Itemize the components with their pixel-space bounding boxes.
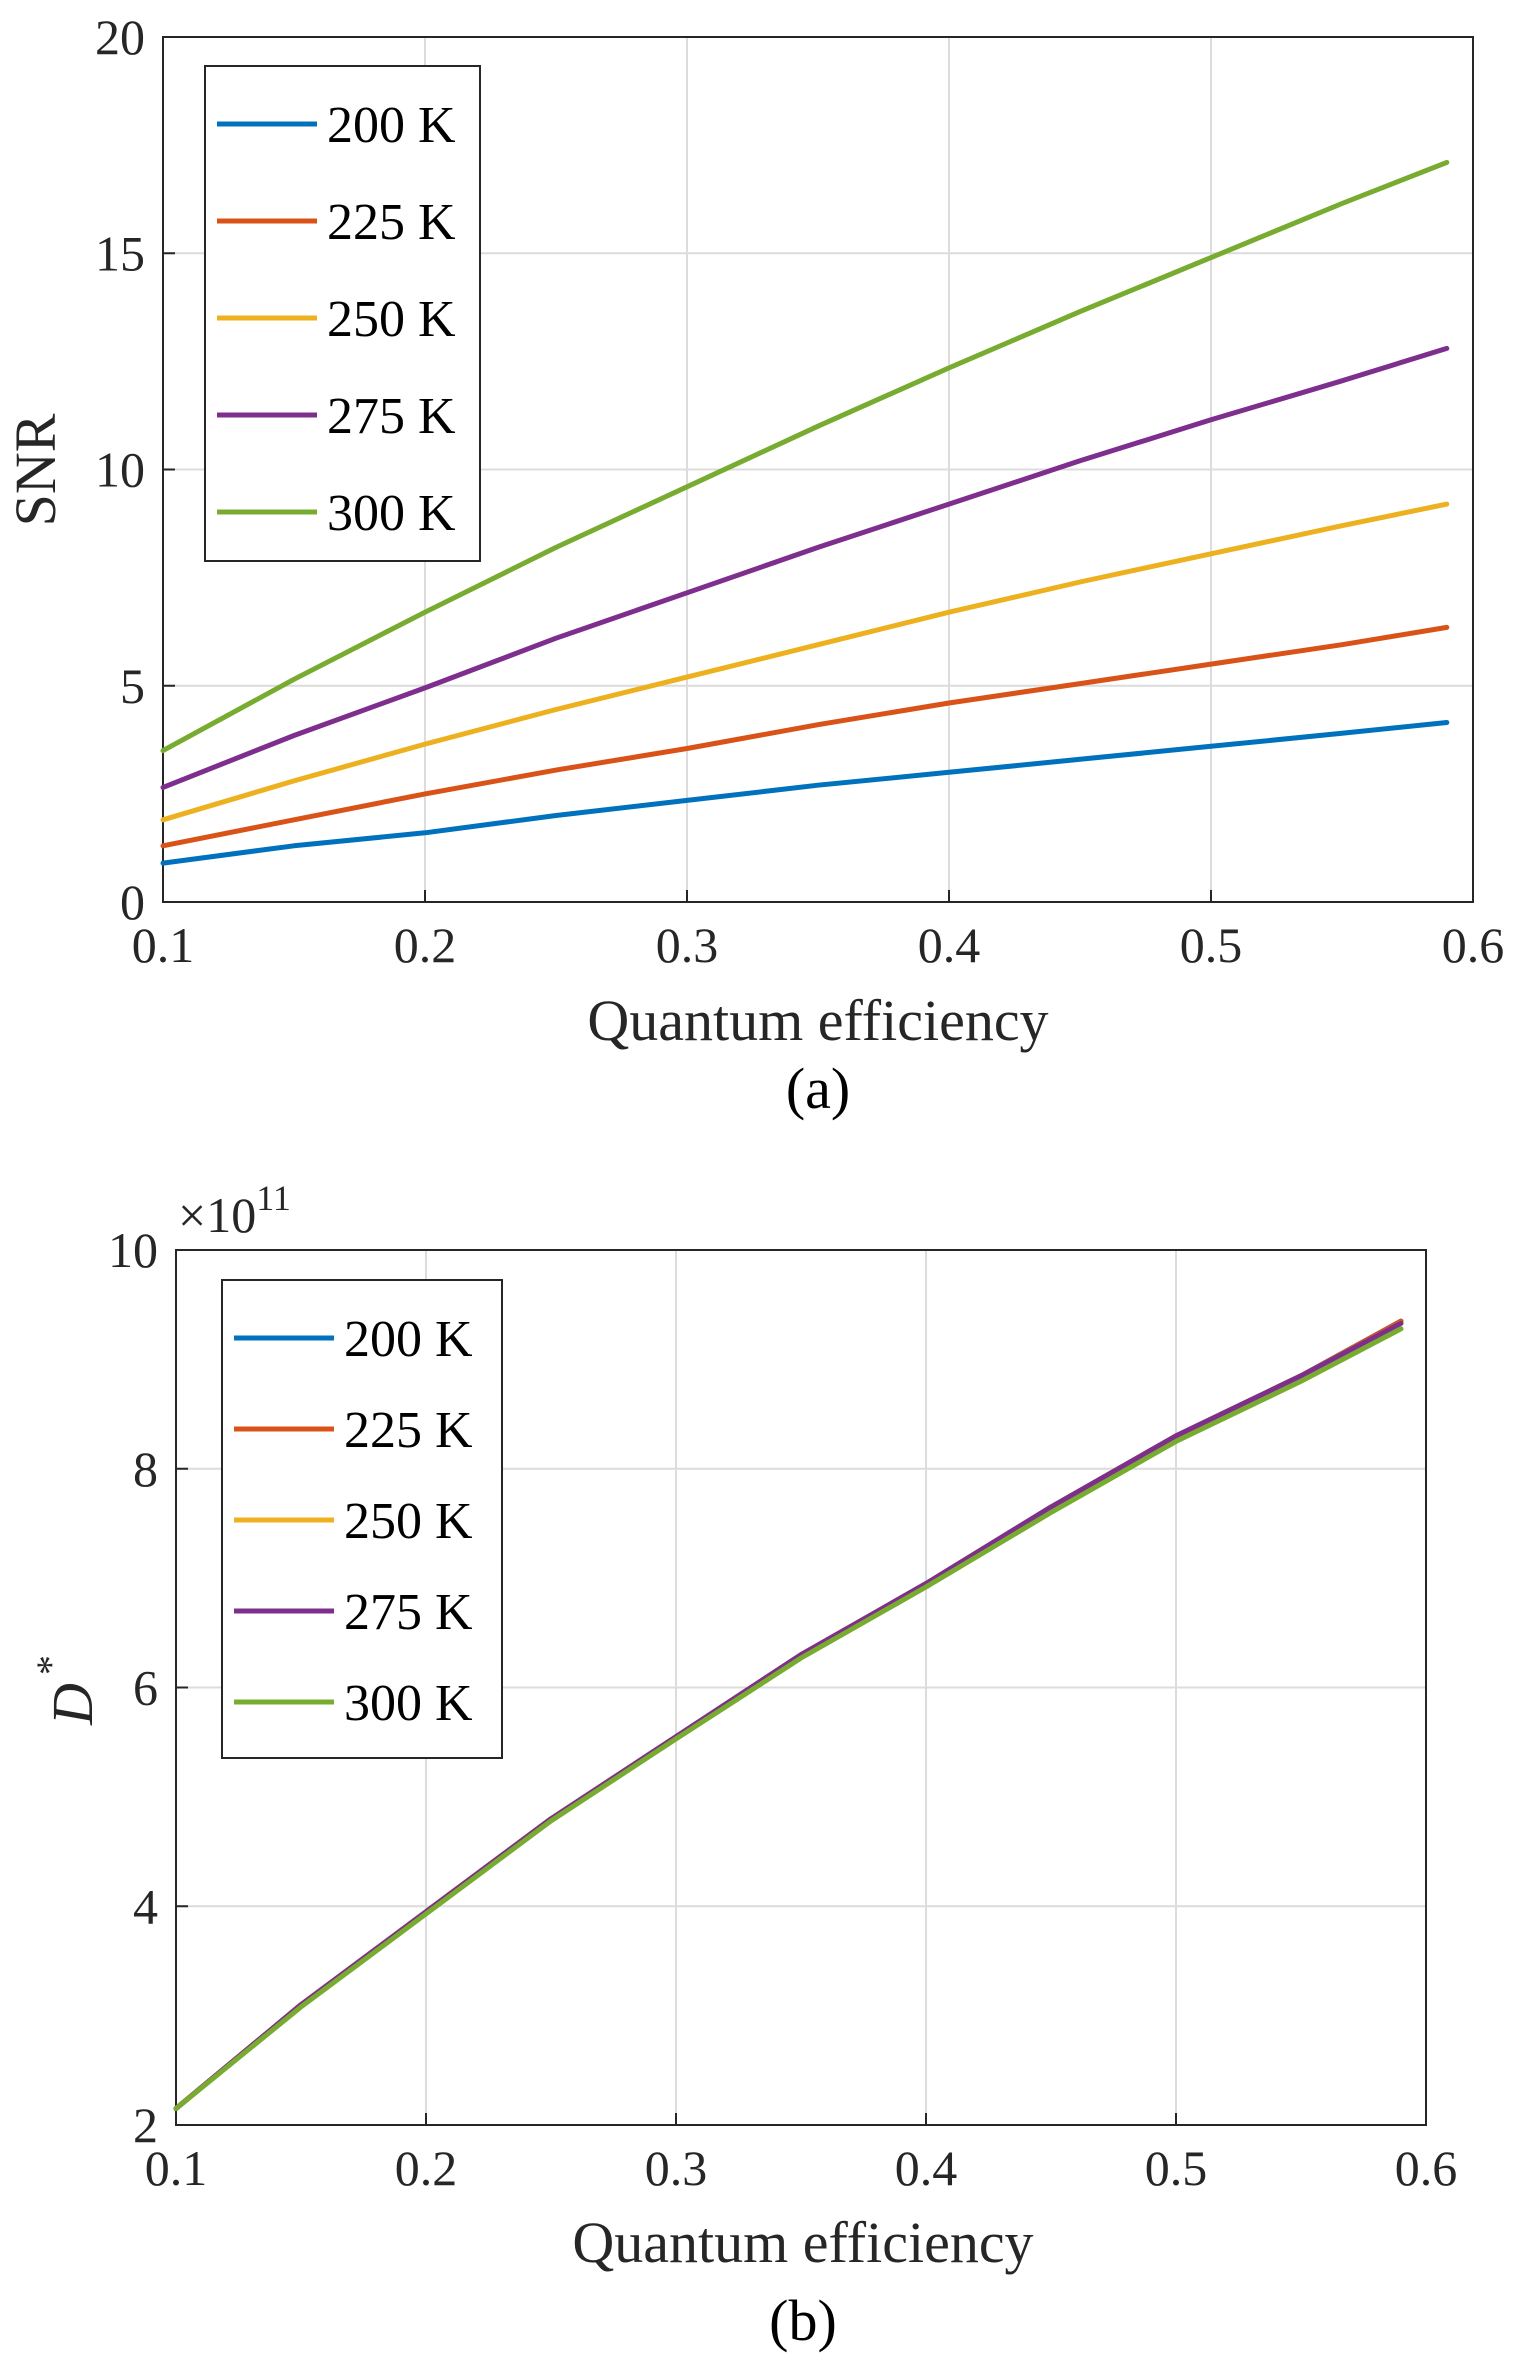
legend-label: 250 K (344, 1493, 473, 1550)
x-tick-label: 0.6 (1395, 2140, 1458, 2196)
series-line-200k (160, 720, 1450, 866)
legend-label: 200 K (327, 97, 456, 154)
series-line-300k (173, 1326, 1404, 2112)
legend-label: 200 K (344, 1311, 473, 1368)
chart-panel-a: 0.1 0.2 0.3 0.4 0.5 0.6 0 5 10 15 20 Quantum effic… (3, 9, 1504, 1121)
x-axis-label-a: Quantum efficiency (587, 988, 1048, 1053)
legend-label: 250 K (327, 291, 456, 348)
x-tick-label: 0.5 (1145, 2140, 1208, 2196)
x-tick-label: 0.1 (132, 917, 195, 973)
legend-label: 225 K (344, 1402, 473, 1459)
y-axis-label-a: SNR (3, 413, 68, 526)
series-line-225k (160, 624, 1450, 849)
x-tick-label: 0.5 (1180, 917, 1243, 973)
y-tick-label: 4 (133, 1878, 158, 1934)
ticks-b: 0.1 0.2 0.3 0.4 0.5 0.6 2 4 6 8 10 (108, 1222, 1457, 2196)
legend-box (204, 65, 481, 562)
y-tick-label: 0 (120, 874, 145, 930)
legend-a: 200 K 225 K 250 K 275 K 300 K (204, 65, 481, 562)
legend-label: 275 K (344, 1584, 473, 1641)
x-tick-label: 0.3 (656, 917, 719, 973)
y-axis-label-b: D* (28, 1655, 105, 1726)
x-tick-label: 0.4 (918, 917, 981, 973)
x-tick-label: 0.3 (645, 2140, 708, 2196)
legend-label: 275 K (327, 388, 456, 445)
series-lines-b (173, 1318, 1404, 2112)
legend-b: 200 K 225 K 250 K 275 K 300 K (221, 1279, 503, 1759)
y-tick-label: 5 (120, 658, 145, 714)
legend-label: 225 K (327, 194, 456, 251)
y-tick-label: 15 (95, 225, 145, 281)
x-tick-label: 0.2 (395, 2140, 458, 2196)
series-line-250k (160, 501, 1450, 823)
caption-b: (b) (769, 2288, 837, 2353)
x-tick-label: 0.2 (394, 917, 457, 973)
y-tick-label: 8 (133, 1441, 158, 1497)
series-line-275k (160, 345, 1450, 790)
x-tick-label: 0.4 (895, 2140, 958, 2196)
y-tick-label: 10 (95, 442, 145, 498)
y-tick-label: 20 (95, 9, 145, 65)
series-line-300k (160, 159, 1450, 754)
legend-label: 300 K (327, 485, 456, 542)
x-axis-label-b: Quantum efficiency (572, 2210, 1033, 2275)
chart-panel-b: 0.1 0.2 0.3 0.4 0.5 0.6 2 4 6 8 10 ×1011 Quantum e… (28, 1178, 1457, 2353)
y-tick-label: 10 (108, 1222, 158, 1278)
series-lines-a (160, 159, 1450, 866)
y-tick-label: 6 (133, 1660, 158, 1716)
x-tick-label: 0.1 (145, 2140, 208, 2196)
exponent-label-b: ×1011 (178, 1178, 291, 1243)
x-tick-label: 0.6 (1442, 917, 1505, 973)
caption-a: (a) (786, 1056, 850, 1121)
ticks-a: 0.1 0.2 0.3 0.4 0.5 0.6 0 5 10 15 20 (95, 9, 1504, 973)
y-tick-label: 2 (133, 2097, 158, 2153)
legend-label: 300 K (344, 1675, 473, 1732)
